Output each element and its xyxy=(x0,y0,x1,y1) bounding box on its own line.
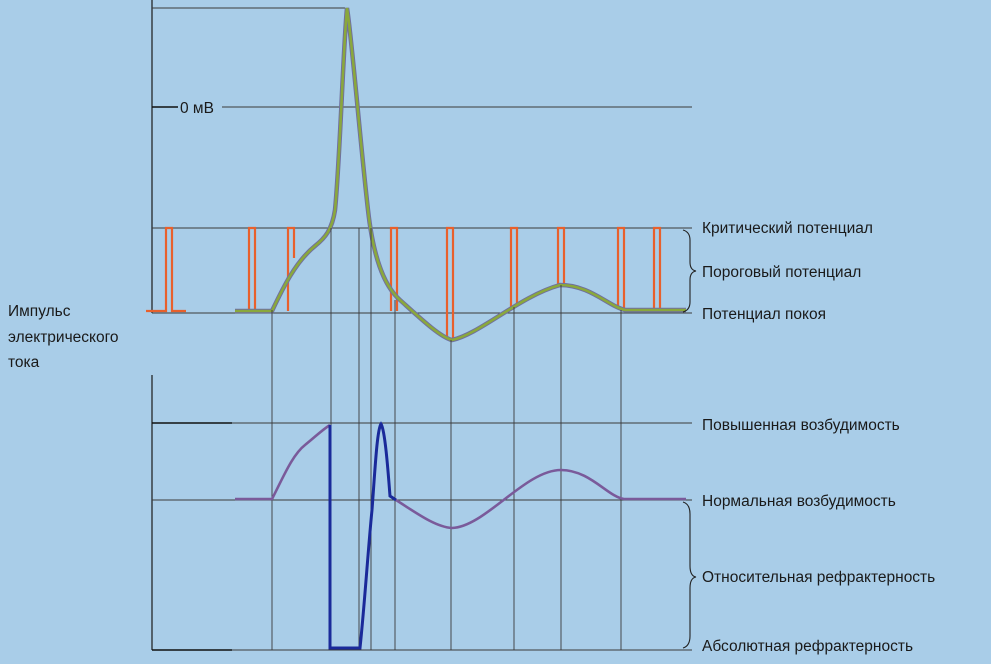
stimulus-pulse xyxy=(652,226,662,311)
action-potential-curve xyxy=(235,7,686,342)
stimulus-pulse xyxy=(286,226,296,311)
relative-refractory-label: Относительная рефрактерность xyxy=(702,569,935,586)
increased-excitability-label: Повышенная возбудимость xyxy=(702,417,900,434)
stimulus-label: Импульс электрического тока xyxy=(8,303,119,371)
stimulus-label-line: Импульс xyxy=(8,303,71,320)
excitability-curve xyxy=(235,423,331,501)
resting-potential-label: Потенциал покоя xyxy=(702,306,826,323)
stimulus-label-line: электрического xyxy=(8,329,119,346)
stimulus-pulse xyxy=(247,226,257,311)
threshold-brace xyxy=(682,229,697,313)
stimulus-pulse xyxy=(389,226,399,311)
threshold-potential-label: Пороговый потенциал xyxy=(702,264,861,281)
stimulus-pulses xyxy=(146,226,662,340)
top-panel: 0 мВ Критический потенциал Пороговый пот… xyxy=(146,0,873,343)
stimulus-pulse xyxy=(146,226,186,313)
refractory-brace xyxy=(682,501,697,649)
stimulus-pulse xyxy=(445,226,455,340)
absolute-refractory-label: Абсолютная рефрактерность xyxy=(702,638,913,655)
stimulus-pulse xyxy=(616,226,626,310)
refractory-curve xyxy=(328,421,397,650)
stimulus-pulse xyxy=(556,226,566,286)
stimulus-pulse xyxy=(509,226,519,307)
zero-mv-label: 0 мВ xyxy=(180,100,214,117)
stimulus-label-line: тока xyxy=(8,354,40,371)
critical-potential-label: Критический потенциал xyxy=(702,220,873,237)
bottom-panel: Повышенная возбудимость Нормальная возбу… xyxy=(151,375,935,655)
normal-excitability-label: Нормальная возбудимость xyxy=(702,493,896,510)
excitability-recovery-curve xyxy=(395,468,686,530)
